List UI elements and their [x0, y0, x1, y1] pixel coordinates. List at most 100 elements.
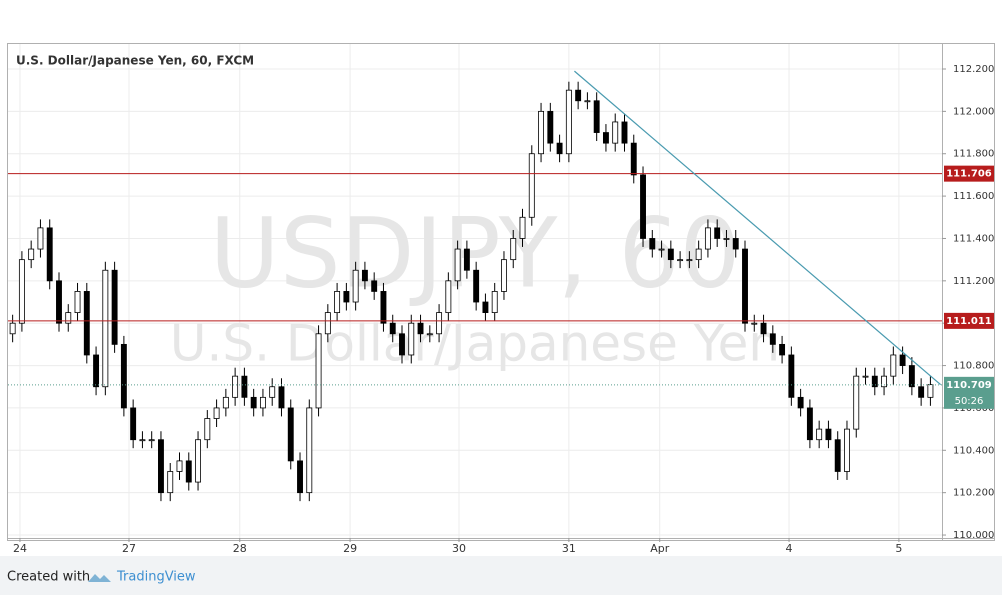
- x-tick-label: 24: [13, 542, 27, 555]
- candle-body: [408, 322, 415, 356]
- candle-body: [556, 142, 563, 155]
- candle-body: [278, 386, 285, 409]
- candle-body: [232, 375, 239, 398]
- x-tick-label: 31: [562, 542, 576, 555]
- candle-body: [426, 333, 433, 336]
- candle-body: [908, 365, 915, 388]
- watermark-subtitle: U.S. Dollar/Japanese Yen: [170, 315, 780, 373]
- candle-body: [463, 248, 470, 271]
- y-tick-label: 111.400: [953, 233, 994, 244]
- candle-body: [213, 407, 220, 419]
- x-tick-label: 29: [343, 542, 357, 555]
- candle-body: [130, 407, 137, 441]
- current-price-tag: [944, 376, 994, 409]
- y-tick-label: 110.200: [953, 488, 994, 499]
- logo-icon: [88, 574, 111, 582]
- candle-body: [538, 110, 545, 155]
- candle-body: [352, 269, 359, 303]
- candle-body: [890, 354, 897, 377]
- candle-body: [788, 354, 795, 398]
- candle-body: [760, 322, 767, 335]
- candle-body: [241, 375, 248, 398]
- candle-body: [575, 89, 582, 102]
- candle-body: [862, 375, 869, 378]
- candle-body: [853, 375, 860, 430]
- y-tick-label: 111.200: [953, 276, 994, 287]
- candle-body: [176, 460, 183, 472]
- candle-body: [723, 238, 730, 240]
- candle-body: [9, 322, 16, 335]
- candle-body: [602, 132, 609, 144]
- footer-brand[interactable]: TradingView: [116, 570, 196, 585]
- countdown: 50:26: [955, 396, 984, 407]
- candle-body: [825, 428, 832, 441]
- candle-body: [167, 471, 174, 494]
- candle-body: [417, 322, 424, 335]
- candle-body: [806, 407, 813, 441]
- candle-body: [769, 333, 776, 345]
- candle-body: [677, 259, 684, 262]
- candle-body: [704, 227, 711, 250]
- candle-body: [881, 375, 888, 388]
- candle-body: [28, 248, 35, 261]
- candle-body: [389, 322, 396, 335]
- candle-body: [120, 343, 127, 409]
- level-tag: [944, 312, 994, 329]
- candle-body: [371, 280, 378, 292]
- candle-body: [250, 396, 257, 409]
- candle-body: [640, 174, 646, 239]
- candle-body: [510, 238, 517, 261]
- candle-body: [834, 439, 841, 472]
- candle-body: [195, 439, 201, 483]
- candle-body: [742, 248, 748, 324]
- candle-body: [797, 396, 804, 409]
- trend-line: [574, 70, 941, 386]
- y-tick-label: 110.400: [953, 445, 994, 456]
- candle-body: [324, 312, 331, 335]
- x-tick-label: Apr: [650, 542, 670, 555]
- candle-body: [667, 248, 674, 261]
- candle-body: [732, 238, 739, 250]
- candle-body: [56, 280, 62, 324]
- candle-body: [918, 386, 925, 398]
- candle-body: [482, 301, 489, 314]
- candle-body: [612, 121, 619, 144]
- y-tick-label: 112.200: [953, 64, 994, 75]
- current-price-label: 110.709: [946, 380, 992, 391]
- candle-body: [751, 322, 758, 325]
- candle-body: [445, 280, 452, 314]
- candle-body: [547, 110, 554, 144]
- candle-body: [844, 428, 850, 472]
- candle-body: [501, 259, 507, 292]
- candle-body: [18, 259, 25, 324]
- x-tick-label: 28: [233, 542, 247, 555]
- candle-body: [649, 238, 656, 250]
- candle-body: [658, 248, 665, 251]
- candle-body: [148, 439, 155, 442]
- candle-body: [473, 269, 480, 303]
- x-tick-label: 27: [122, 542, 136, 555]
- candle-body: [528, 153, 535, 218]
- candle-body: [297, 460, 303, 494]
- y-tick-label: 110.800: [953, 361, 994, 372]
- candle-body: [269, 386, 276, 398]
- candle-body: [871, 375, 878, 388]
- candle-body: [111, 269, 118, 345]
- candle-body: [83, 291, 90, 356]
- candle-body: [621, 121, 628, 144]
- candle-body: [93, 354, 100, 388]
- tradingview-logo[interactable]: TradingView: [88, 570, 196, 585]
- candle-body: [519, 216, 526, 239]
- footer-prefix: Created with: [7, 570, 90, 585]
- candle-body: [779, 343, 786, 356]
- candle-body: [139, 439, 146, 442]
- candle-body: [185, 460, 192, 483]
- x-tick-label: 5: [895, 542, 902, 555]
- candle-body: [686, 259, 693, 262]
- candle-body: [306, 407, 313, 494]
- axes: 110.000110.200110.400110.600110.800111.0…: [13, 64, 994, 555]
- x-tick-label: 4: [786, 542, 793, 555]
